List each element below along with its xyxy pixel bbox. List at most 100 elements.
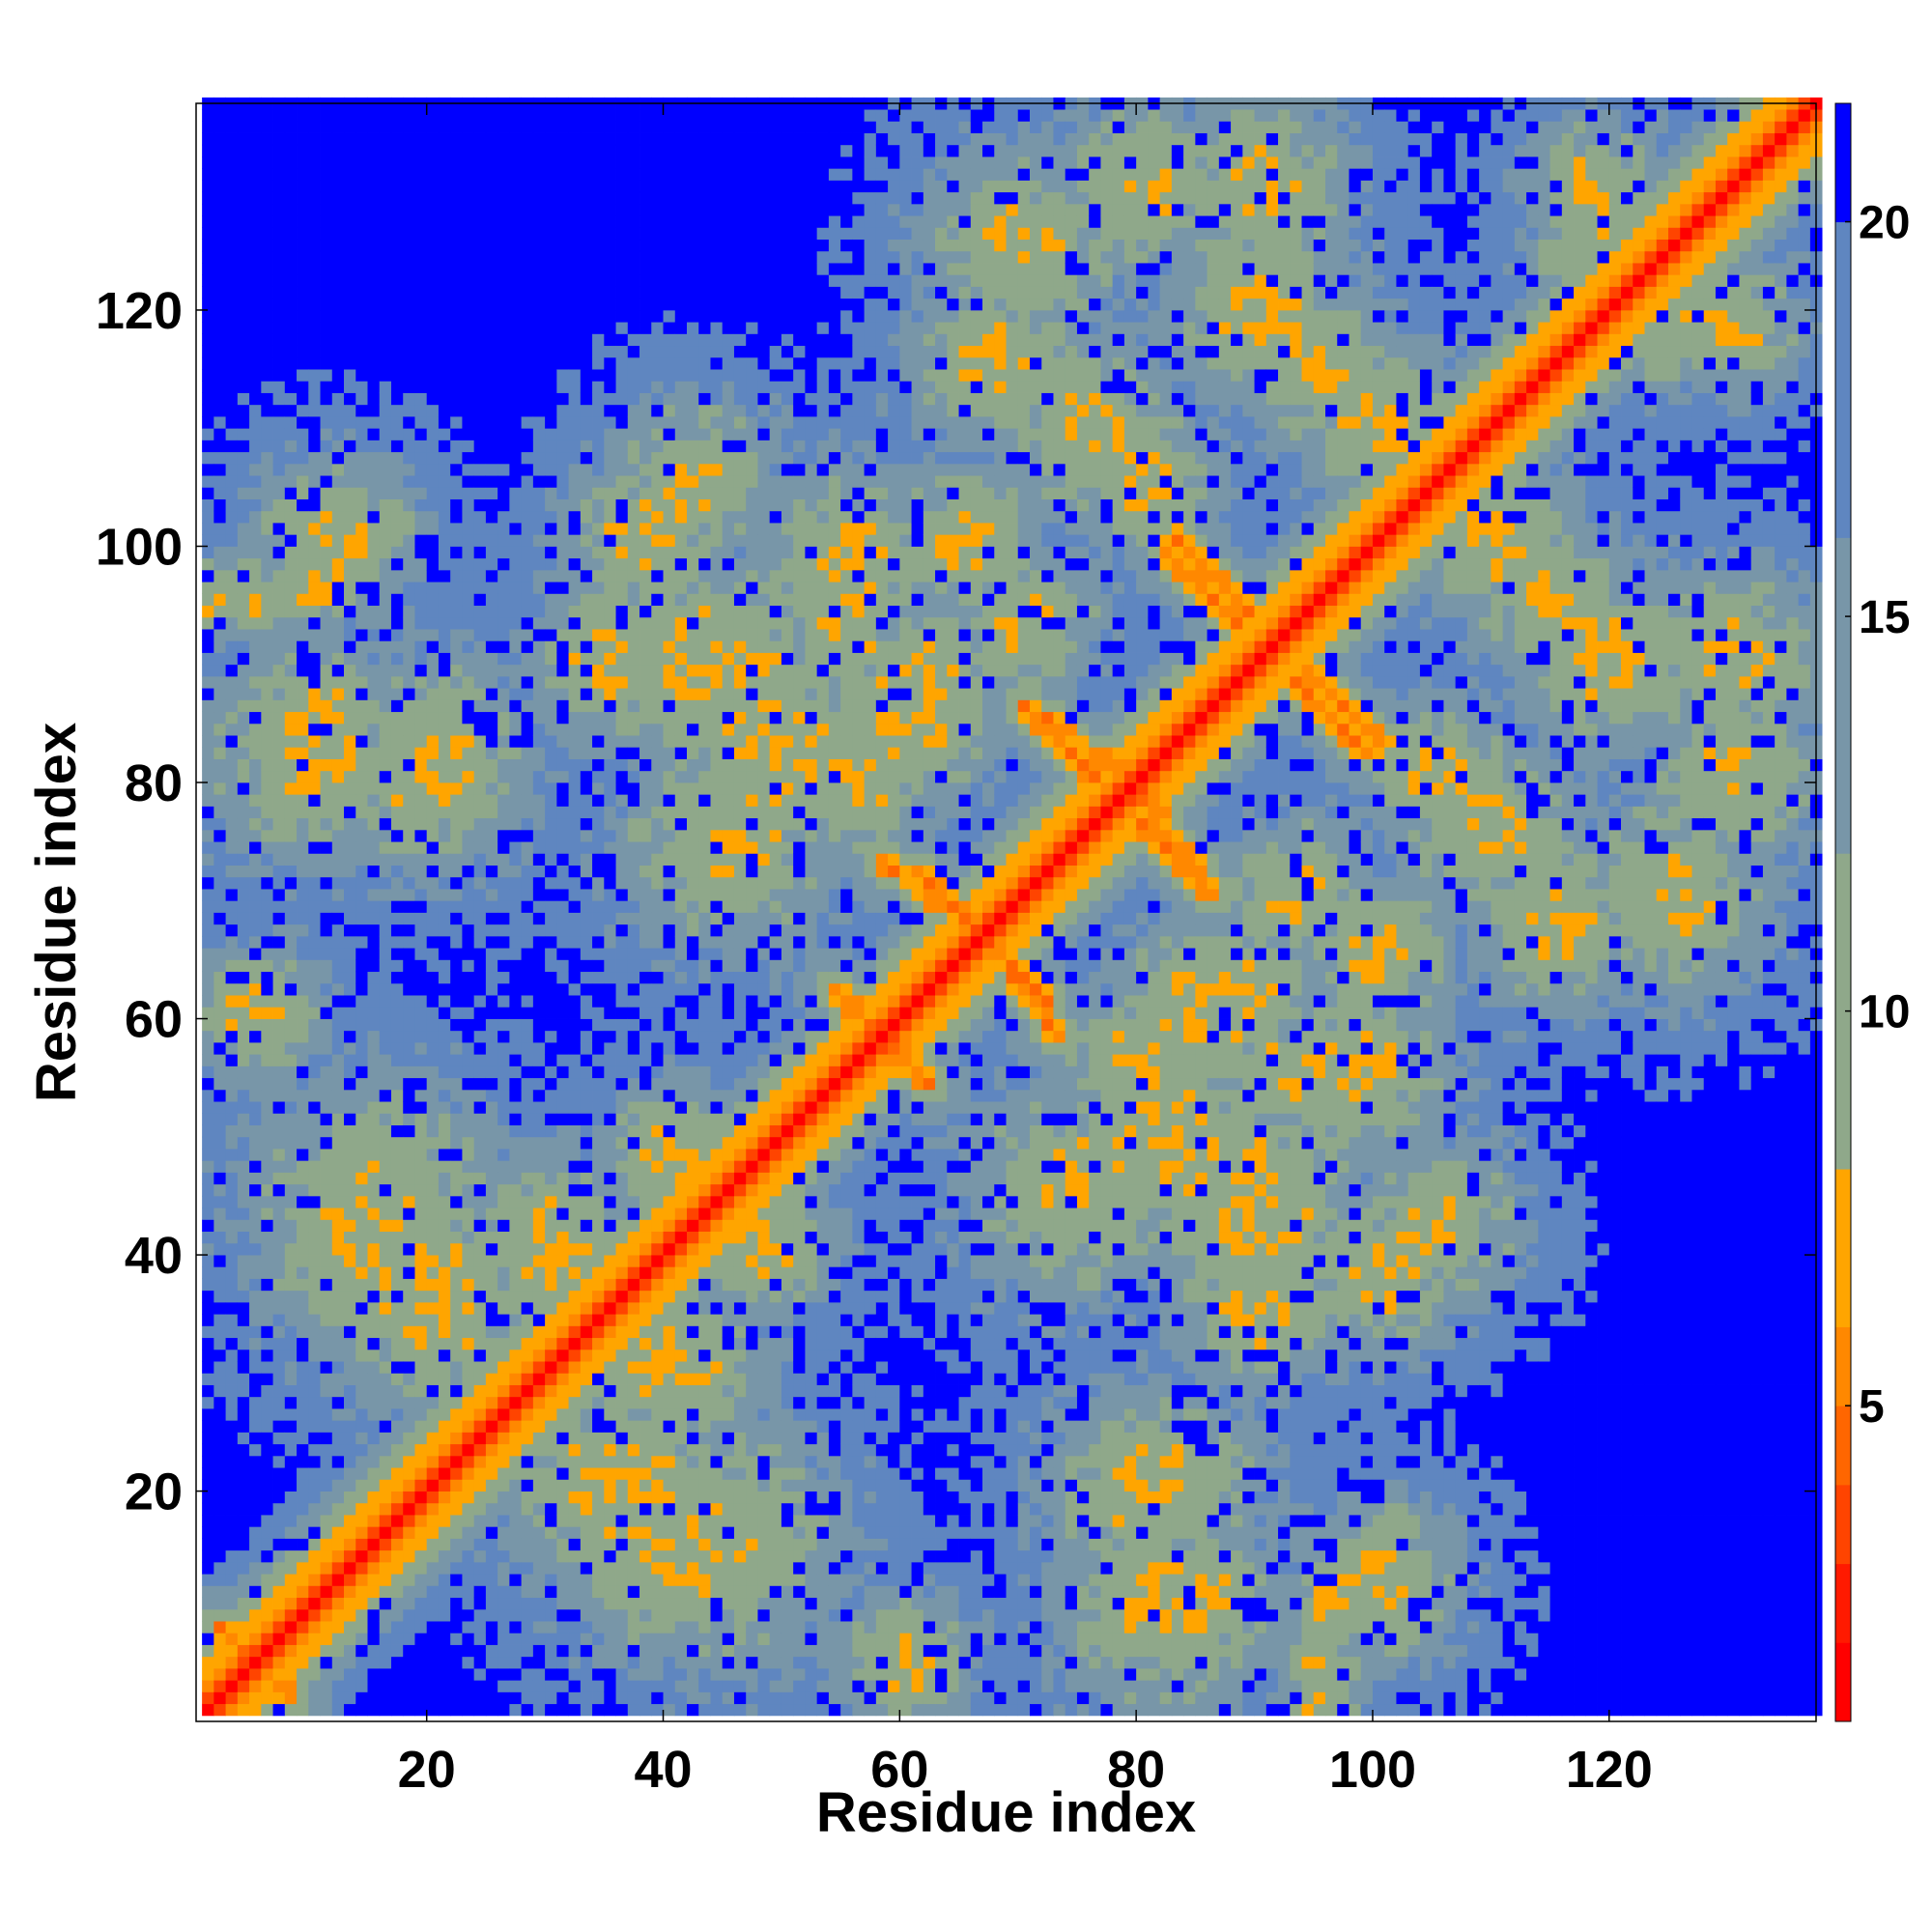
heatmap-cell [568,356,582,370]
heatmap-cell [390,546,404,559]
heatmap-cell [604,1597,616,1610]
heatmap-cell [604,1479,616,1492]
heatmap-cell [521,428,534,440]
heatmap-cell [545,498,557,512]
heatmap-cell [284,664,298,677]
heatmap-cell [556,1242,569,1256]
heatmap-cell [390,1408,404,1421]
heatmap-cell [604,923,616,937]
heatmap-cell [521,1208,534,1220]
heatmap-cell [426,1219,440,1233]
heatmap-cell [379,1621,392,1634]
heatmap-cell [462,239,475,252]
heatmap-cell [509,1255,523,1267]
heatmap-cell [249,582,262,594]
heatmap-cell [604,1408,616,1421]
heatmap-cell [261,1479,273,1492]
heatmap-cell [367,132,381,146]
heatmap-cell [473,1030,487,1043]
heatmap-cell [615,156,629,169]
heatmap-cell [414,1621,428,1634]
heatmap-cell [390,569,404,582]
heatmap-cell [320,1089,333,1102]
heatmap-cell [568,1467,582,1480]
heatmap-cell [604,132,616,146]
heatmap-cell [261,1266,273,1279]
heatmap-cell [615,215,629,228]
heatmap-cell [545,1007,557,1019]
heatmap-cell [331,1608,345,1622]
heatmap-cell [331,1172,345,1185]
heatmap-cell [604,1089,616,1102]
heatmap-cell [509,534,523,547]
heatmap-cell [450,239,463,252]
heatmap-cell [462,640,475,653]
heatmap-cell [320,1065,333,1079]
heatmap-cell [202,629,214,641]
heatmap-cell [297,1290,309,1303]
heatmap-cell [556,1703,569,1717]
heatmap-cell [580,1337,593,1350]
heatmap-cell [261,1420,273,1433]
heatmap-cell [556,935,569,949]
heatmap-cell [237,333,250,347]
heatmap-cell [344,215,356,228]
heatmap-cell [355,203,368,216]
heatmap-cell [225,1549,239,1563]
heatmap-cell [580,1680,593,1692]
heatmap-cell [297,121,309,133]
heatmap-cell [568,806,582,819]
heatmap-cell [450,132,463,146]
heatmap-cell [485,121,498,133]
heatmap-cell [225,1561,239,1575]
heatmap-cell [604,263,616,275]
heatmap-cell [532,1030,546,1043]
heatmap-cell [497,711,510,724]
heatmap-cell [556,1656,569,1669]
heatmap-cell [604,1633,616,1645]
heatmap-cell [521,1502,534,1516]
heatmap-cell [261,1113,273,1125]
heatmap-cell [580,1136,593,1150]
heatmap-cell [604,1041,616,1055]
heatmap-cell [580,121,593,133]
heatmap-cell [202,1278,214,1292]
heatmap-cell [509,381,523,393]
heatmap-cell [568,1255,582,1267]
heatmap-cell [284,487,298,499]
heatmap-cell [485,1644,498,1658]
heatmap-cell [414,1656,428,1669]
heatmap-cell [580,889,593,901]
heatmap-cell [462,1195,475,1208]
heatmap-cell [592,1195,605,1208]
heatmap-cell [344,1007,356,1019]
heatmap-cell [532,144,546,157]
heatmap-cell [379,593,392,607]
heatmap-cell [568,1301,582,1315]
heatmap-cell [308,935,321,949]
heatmap-cell [225,1621,239,1634]
heatmap-cell [568,616,582,630]
heatmap-cell [497,770,510,783]
heatmap-cell [509,1208,523,1220]
heatmap-cell [604,1183,616,1197]
heatmap-cell [331,1373,345,1385]
heatmap-cell [225,1349,239,1362]
heatmap-cell [379,1124,392,1138]
heatmap-cell [202,1361,214,1374]
heatmap-cell [297,168,309,181]
heatmap-cell [532,1278,546,1292]
heatmap-cell [438,1054,451,1066]
heatmap-cell [249,1526,262,1539]
heatmap-cell [426,263,440,275]
heatmap-cell [450,1597,463,1610]
heatmap-cell [545,451,557,465]
heatmap-cell [225,723,239,736]
heatmap-cell [355,829,368,842]
heatmap-cell [225,889,239,901]
heatmap-cell [297,1408,309,1421]
heatmap-cell [450,1408,463,1421]
heatmap-cell [284,1172,298,1185]
heatmap-cell [320,109,333,122]
heatmap-cell [521,546,534,559]
